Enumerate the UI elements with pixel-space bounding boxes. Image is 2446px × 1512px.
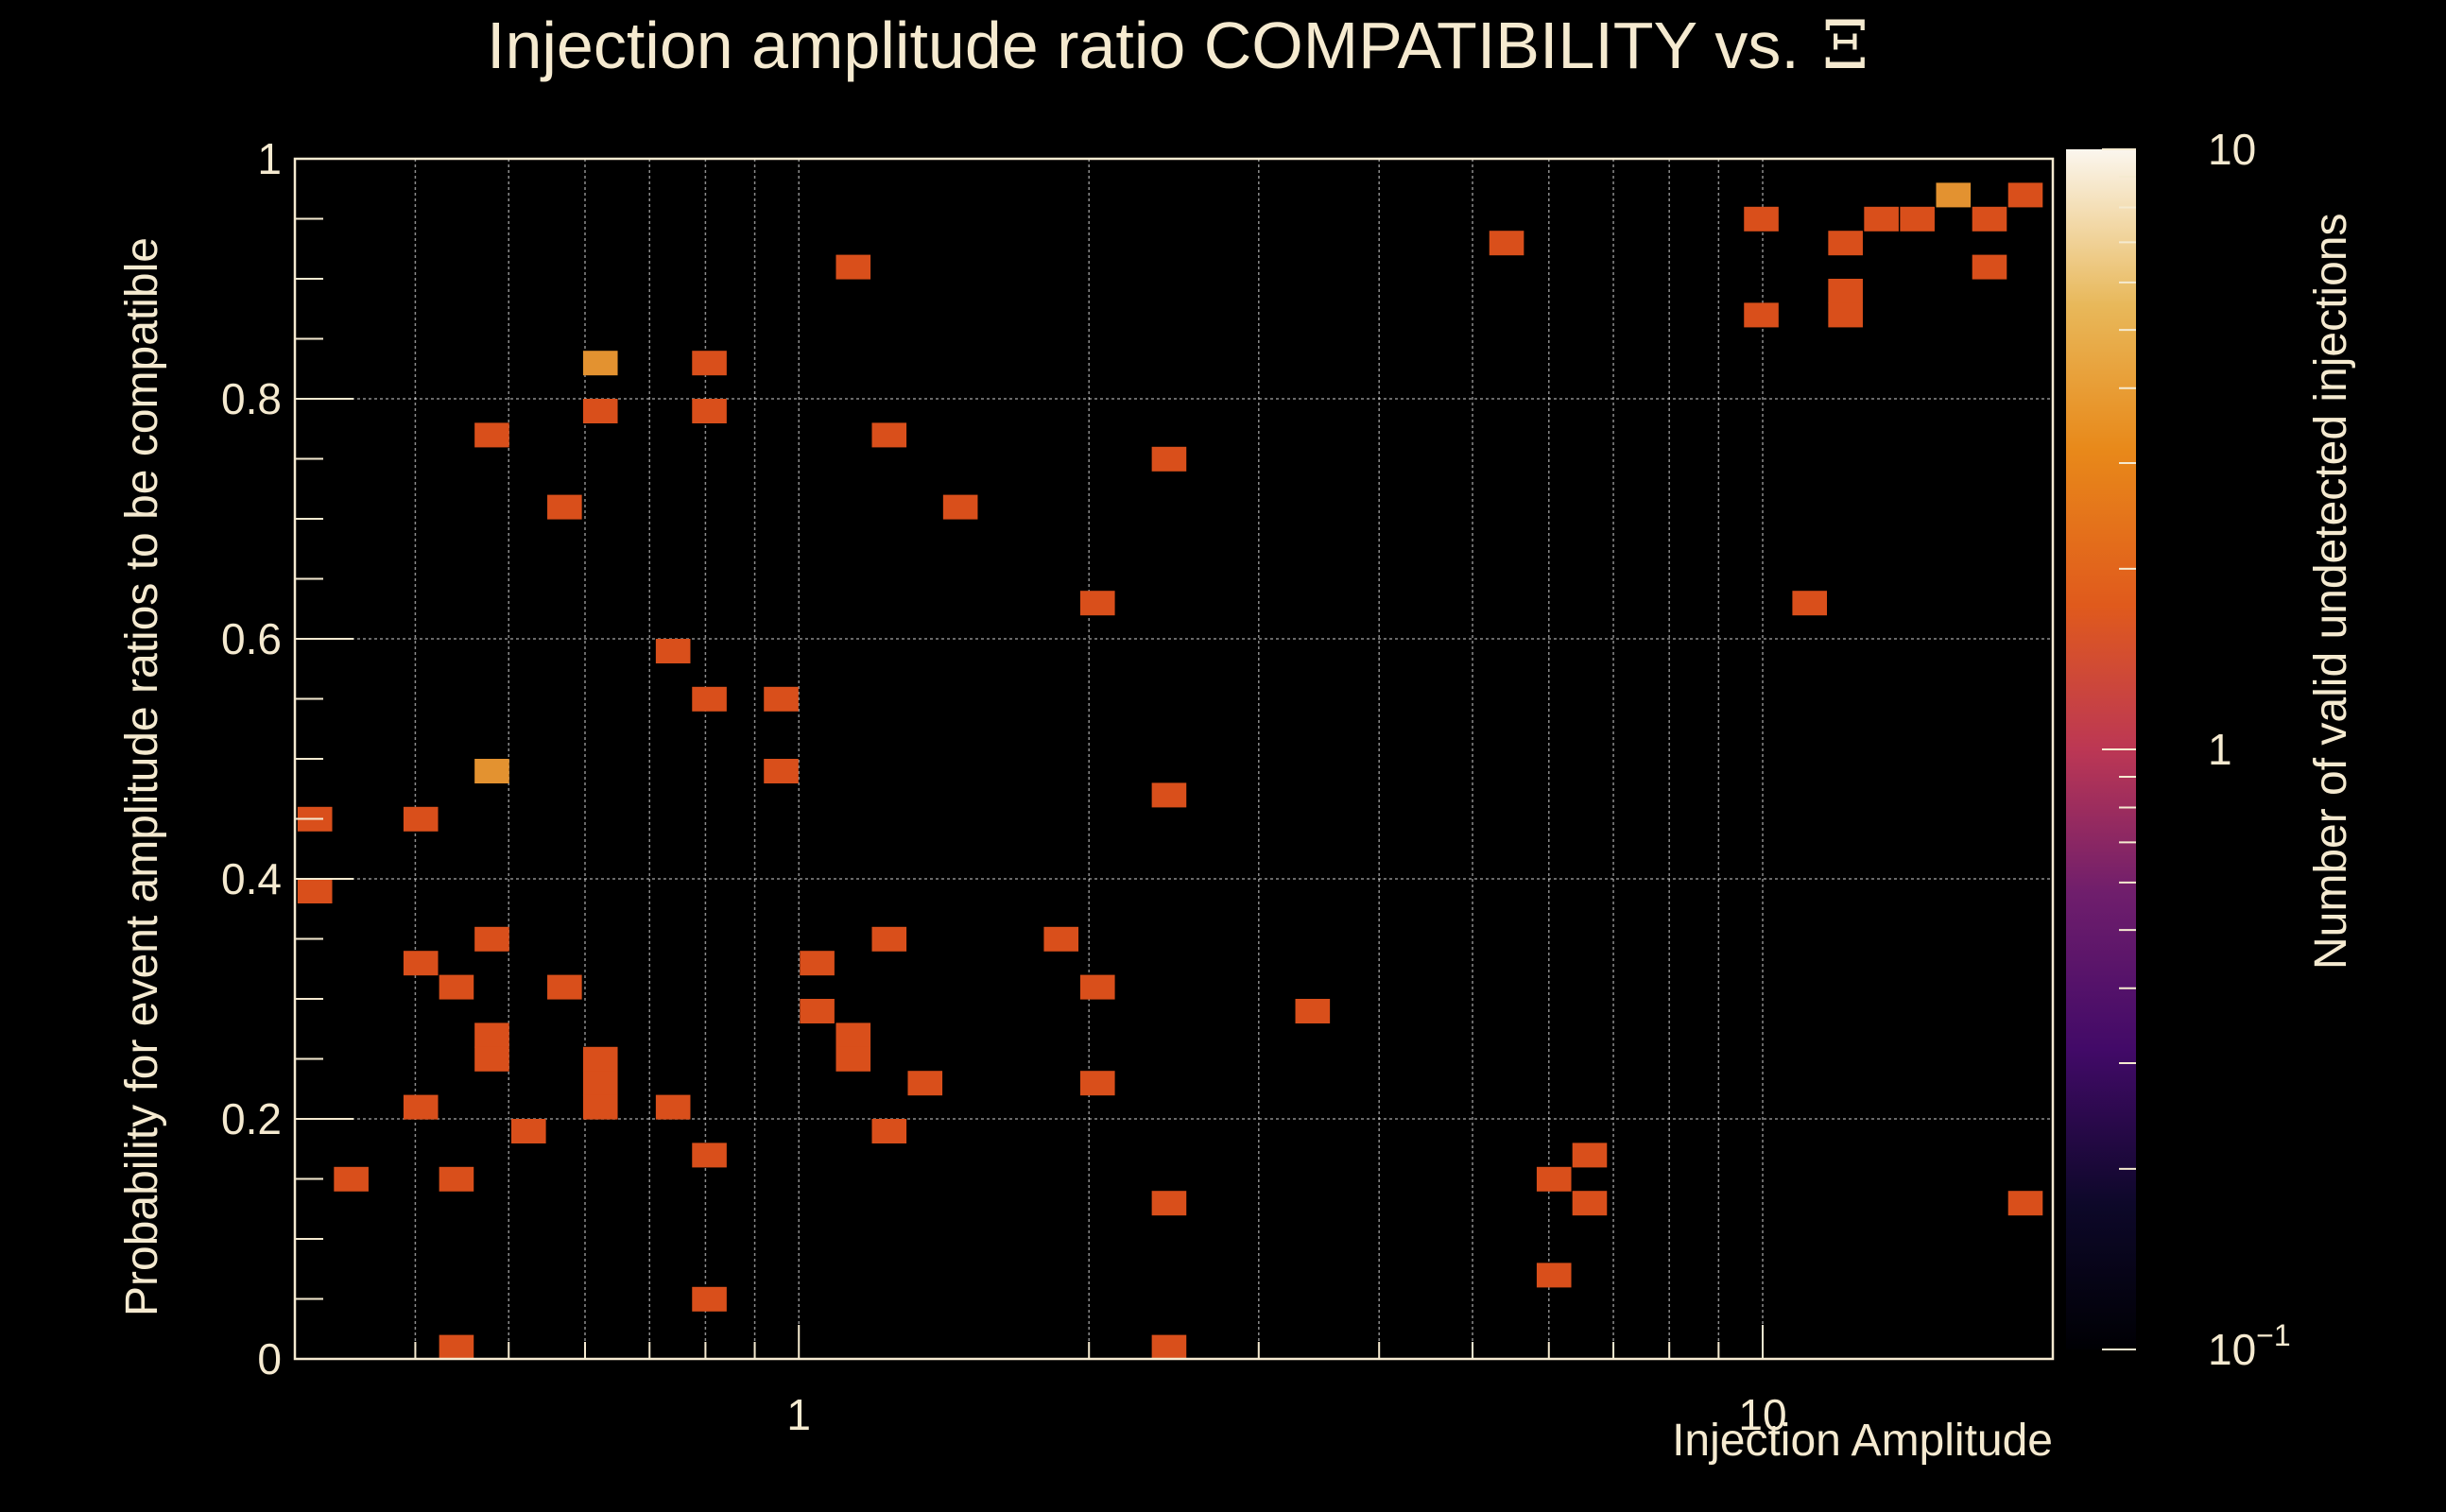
heatmap-cell (1792, 591, 1828, 616)
heatmap-cell (1828, 302, 1863, 328)
heatmap-cell (871, 926, 907, 952)
heatmap-cell (835, 1022, 871, 1048)
heatmap-cell (297, 879, 333, 903)
heatmap-cell (2007, 1191, 2043, 1216)
heatmap-cell (547, 494, 582, 520)
heatmap-cell (1489, 231, 1524, 256)
heatmap-cell (474, 759, 509, 783)
heatmap-cell (942, 494, 978, 520)
heatmap-cell (511, 1119, 546, 1143)
x-tick-label: 1 (786, 1390, 811, 1439)
heatmap-cell (547, 974, 582, 1000)
colorbar-ticks: 10 1 10−1 (2102, 125, 2291, 1374)
x-tick-labels: 1 10 (786, 1390, 1786, 1439)
heatmap-cell (692, 351, 727, 376)
heatmap-cell (334, 1166, 369, 1192)
x-axis-title: Injection Amplitude (1672, 1416, 2053, 1466)
axis-ticks (294, 158, 1765, 1360)
y-tick-label: 0.4 (221, 854, 282, 903)
heatmap-cell (439, 1334, 474, 1360)
heatmap-cell (1151, 1334, 1187, 1360)
heatmap-cell (1828, 279, 1863, 303)
x-tick-label: 10 (1738, 1390, 1786, 1439)
heatmap-cell (692, 686, 727, 712)
heatmap-cell (764, 759, 799, 783)
y-tick-labels: 0 0.2 0.4 0.6 0.8 1 (221, 134, 282, 1383)
heatmap-cell (835, 254, 871, 280)
heatmap-cell (582, 351, 618, 376)
heatmap-cell (764, 686, 799, 712)
heatmap-cell (692, 399, 727, 423)
colorbar-tick-label: 1 (2208, 725, 2232, 774)
heatmap-cell (692, 1286, 727, 1312)
heatmap-cell (1900, 206, 1935, 232)
colorbar-title: Number of valid undetected injections (2306, 214, 2356, 970)
heatmap-cell (835, 1046, 871, 1072)
heatmap-cell (2007, 182, 2043, 208)
heatmap-cell (403, 806, 439, 832)
heatmap-cell (1864, 206, 1899, 232)
y-tick-label: 1 (257, 134, 282, 183)
heatmap-cell (1744, 302, 1779, 328)
heatmap-cell (1972, 254, 2007, 280)
heatmap-cell (692, 1143, 727, 1168)
heatmap-cell (1572, 1143, 1608, 1168)
chart-title: Injection amplitude ratio COMPATIBILITY … (487, 7, 1869, 84)
heatmap-cell (474, 926, 509, 952)
heatmap-cell (1043, 926, 1079, 952)
heatmap-cell (1079, 974, 1115, 1000)
heatmap-cell (1572, 1191, 1608, 1216)
heatmap-cell (474, 1022, 509, 1048)
heatmap-cell (403, 1094, 439, 1120)
heatmap-cell (1079, 1071, 1115, 1096)
plot-frame (293, 157, 2055, 1361)
heatmap-cell (800, 951, 835, 976)
heatmap-cell (474, 422, 509, 448)
heatmap-cell (582, 1071, 618, 1096)
heatmap-cell (1295, 999, 1331, 1023)
heatmap-cell (907, 1071, 943, 1096)
heatmap-cell (439, 974, 474, 1000)
heatmap-cell (1079, 591, 1115, 616)
heatmap-cell (474, 1046, 509, 1072)
heatmap-cell (871, 422, 907, 448)
heatmap-cell (1744, 206, 1779, 232)
colorbar-tick-label: 10 (2208, 125, 2256, 174)
heatmap-cell (871, 1119, 907, 1143)
heatmap-cell (582, 1094, 618, 1120)
heatmap-cell (800, 999, 835, 1023)
y-tick-label: 0.8 (221, 374, 282, 423)
y-axis-title: Probability for event amplitude ratios t… (117, 237, 167, 1316)
heatmap-cell (655, 1094, 691, 1120)
heatmap-cell (1151, 782, 1187, 808)
heatmap-cell (403, 951, 439, 976)
y-tick-label: 0 (257, 1334, 282, 1383)
heatmap-cell (1151, 446, 1187, 472)
heatmap-cell (1151, 1191, 1187, 1216)
heatmap-cell (1936, 182, 1972, 208)
heatmap-cell (1536, 1166, 1572, 1192)
grid (294, 159, 2053, 1359)
heatmap-cell (582, 1046, 618, 1072)
heatmap-cell (655, 639, 691, 663)
heatmap-cell (439, 1166, 474, 1192)
heatmap-cell (1536, 1263, 1572, 1288)
y-tick-label: 0.2 (221, 1094, 282, 1143)
heatmap-cell (1972, 206, 2007, 232)
heatmap-cell (582, 399, 618, 423)
heatmap-cell (1828, 231, 1863, 256)
colorbar-tick-label: 10−1 (2208, 1318, 2291, 1374)
y-tick-label: 0.6 (221, 614, 282, 663)
heatmap-cells (297, 182, 2043, 1360)
